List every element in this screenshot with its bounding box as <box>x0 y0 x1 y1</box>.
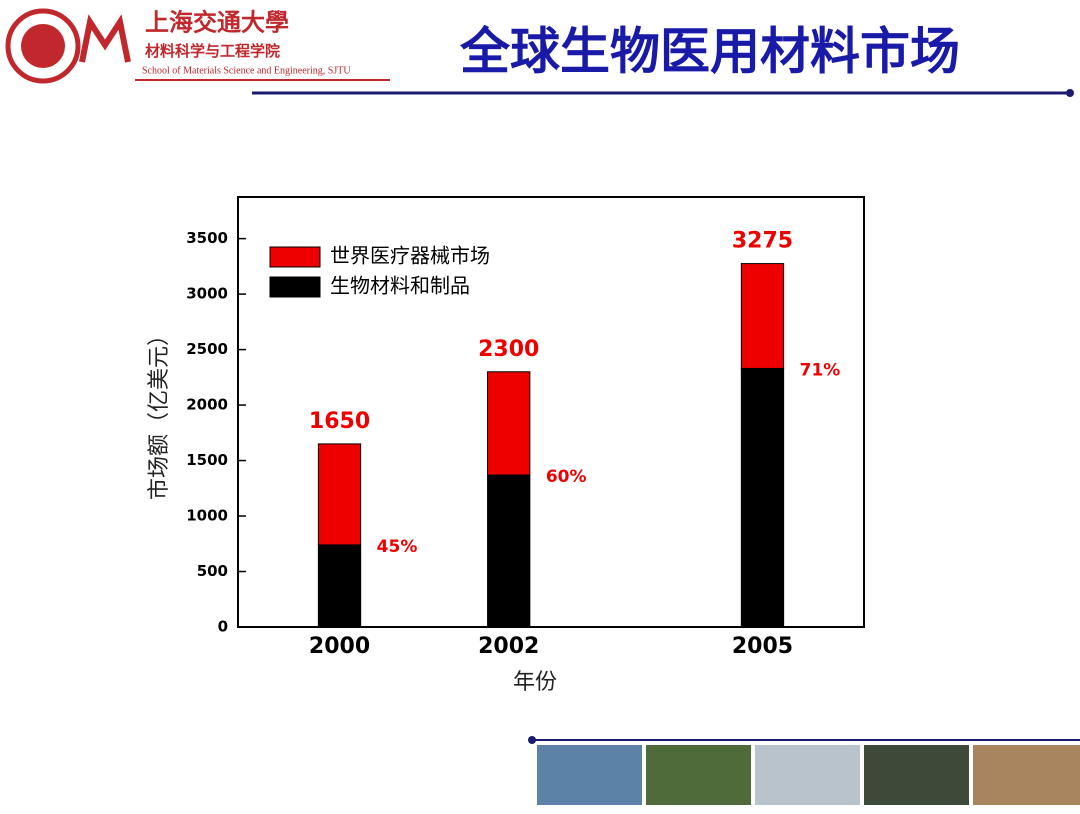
share-label: 71% <box>800 360 841 380</box>
y-tick-label: 1000 <box>186 507 228 525</box>
share-label: 60% <box>546 467 587 487</box>
bar-segment <box>487 474 531 628</box>
x-tick-label: 2005 <box>732 634 793 659</box>
legend-label: 生物材料和制品 <box>330 274 470 298</box>
rule-dot <box>1066 89 1074 97</box>
total-label: 3275 <box>732 229 793 254</box>
x-axis-label: 年份 <box>513 670 557 695</box>
y-tick-label: 3500 <box>186 229 228 247</box>
bar-segment <box>317 544 362 628</box>
university-name: 上海交通大學 <box>145 8 289 37</box>
photo <box>973 745 1080 805</box>
x-tick-label: 2002 <box>478 634 539 659</box>
photo <box>646 745 751 805</box>
legend-swatch <box>269 246 321 268</box>
slide-title: 全球生物医用材料市场 <box>459 23 960 81</box>
y-axis-label: 市场额（亿美元） <box>147 324 172 500</box>
y-tick-label: 2000 <box>186 396 228 414</box>
y-tick-label: 0 <box>218 618 228 636</box>
bar-segment <box>487 371 531 476</box>
y-tick-label: 2500 <box>186 340 228 358</box>
total-label: 2300 <box>478 337 539 362</box>
x-tick-label: 2000 <box>309 634 370 659</box>
share-label: 45% <box>377 537 418 557</box>
school-name: 材料科学与工程学院 <box>145 42 280 60</box>
plot-frame <box>237 196 865 628</box>
bar-segment <box>740 367 785 628</box>
bar-segment <box>317 443 362 546</box>
school-name-en: School of Materials Science and Engineer… <box>142 65 351 76</box>
y-tick-label: 3000 <box>186 285 228 303</box>
logo-ring <box>5 8 81 84</box>
y-tick-label: 1500 <box>186 451 228 469</box>
logo-core <box>21 24 65 68</box>
photo <box>864 745 969 805</box>
photo <box>537 745 642 805</box>
total-label: 1650 <box>309 409 370 434</box>
y-tick-label: 500 <box>197 562 228 580</box>
logo-m <box>79 14 131 63</box>
bar-segment <box>740 263 785 369</box>
legend-label: 世界医疗器械市场 <box>330 244 490 268</box>
rule-dot <box>528 736 536 744</box>
photo <box>755 745 860 805</box>
legend-swatch <box>269 276 321 298</box>
